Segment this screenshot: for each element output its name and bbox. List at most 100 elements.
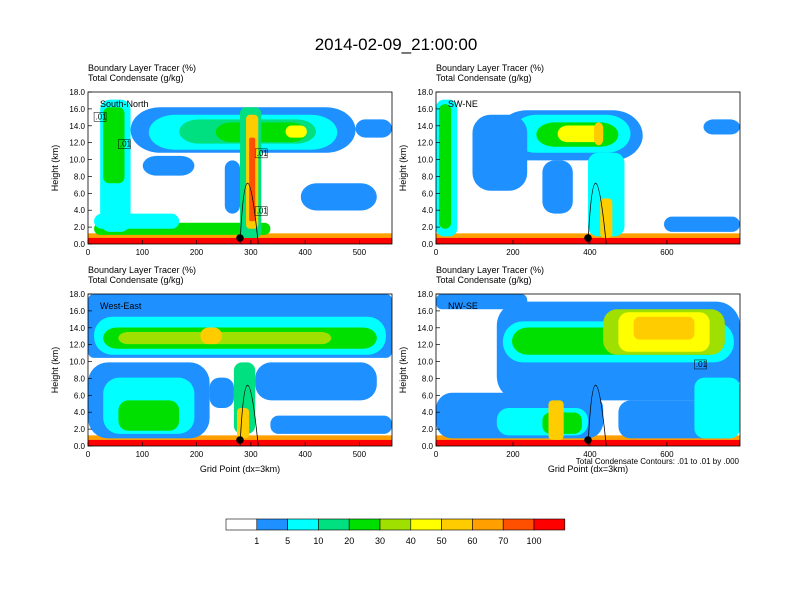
colorbar-label: 1 [254,536,259,546]
contour-label-box [254,148,268,159]
y-axis-label: Height (km) [50,347,60,394]
condensate-contour [239,385,259,446]
colorbar-label: 10 [313,536,323,546]
x-tick-label: 300 [244,248,258,257]
tracer-region [224,160,240,214]
x-tick-label: 100 [136,450,150,459]
panel-frame [435,91,741,245]
y-tick-label: 6.0 [422,189,434,198]
panel-label: West-East [100,301,142,311]
y-tick-label: 6.0 [74,189,86,198]
y-tick-label: 8.0 [422,172,434,181]
colorbar-swatch [379,518,412,531]
tracer-region [694,377,740,439]
y-tick-label: 16.0 [69,105,85,114]
contour-label: .01 [696,360,708,369]
y-tick-label: 4.0 [422,408,434,417]
colorbar-swatch [533,518,566,531]
tracer-region [285,125,307,138]
tracer-region [118,400,180,431]
tracer-field [88,294,392,446]
panel-header-tracer: Boundary Layer Tracer (%) [436,265,544,275]
panel-south-north: Boundary Layer Tracer (%)Total Condensat… [50,63,393,257]
panel-header-condensate: Total Condensate (g/kg) [436,73,532,83]
x-tick-label: 400 [583,248,597,257]
panel-label: NW-SE [448,301,478,311]
y-tick-label: 10.0 [69,358,85,367]
x-tick-label: 300 [244,450,258,459]
colorbar-label: 20 [344,536,354,546]
tracer-region [588,152,625,237]
x-tick-label: 0 [86,450,91,459]
tracer-field [436,92,740,244]
tracer-region [542,160,573,214]
y-tick-label: 12.0 [417,341,433,350]
tracer-region [209,377,234,408]
contour-label-box [254,206,268,216]
y-tick-label: 8.0 [74,172,86,181]
panel-sw-ne: Boundary Layer Tracer (%)Total Condensat… [398,63,741,257]
y-tick-label: 18.0 [417,290,433,299]
tracer-region [355,119,392,138]
y-tick-label: 10.0 [69,156,85,165]
y-tick-label: 8.0 [74,374,86,383]
panel-header-tracer: Boundary Layer Tracer (%) [436,63,544,73]
tracer-field [88,92,392,244]
tracer-region [664,216,740,232]
y-tick-label: 0.0 [74,442,86,451]
y-tick-label: 2.0 [74,425,86,434]
x-tick-label: 200 [506,450,520,459]
tracer-region [118,332,332,345]
tracer-region [249,137,256,222]
y-tick-label: 6.0 [74,391,86,400]
colorbar-label: 40 [406,536,416,546]
condensate-contour [587,385,607,446]
colorbar-swatch [318,518,350,531]
panels: Boundary Layer Tracer (%)Total Condensat… [50,63,741,474]
y-tick-label: 12.0 [69,341,85,350]
y-axis-label: Height (km) [398,347,408,394]
y-tick-label: 12.0 [69,139,85,148]
x-tick-label: 200 [190,248,204,257]
y-tick-label: 14.0 [69,122,85,131]
y-tick-label: 18.0 [69,290,85,299]
contour-label: .01 [96,112,108,121]
panel-nw-se: Boundary Layer Tracer (%)Total Condensat… [398,265,741,474]
panel-header-condensate: Total Condensate (g/kg) [88,275,184,285]
location-marker [236,234,244,242]
tracer-region [600,198,613,238]
condensate-contour [239,183,259,244]
colorbar-label: 100 [526,536,541,546]
tracer-region [236,408,250,439]
contour-label: .01 [120,140,132,149]
panel-label: SW-NE [448,99,478,109]
location-marker [584,234,592,242]
y-tick-label: 0.0 [74,240,86,249]
panel-frame [87,91,393,245]
x-tick-label: 400 [298,248,312,257]
panel-header-condensate: Total Condensate (g/kg) [436,275,532,285]
y-tick-label: 16.0 [417,105,433,114]
location-marker [584,436,592,444]
x-tick-label: 600 [660,248,674,257]
colorbar-label: 50 [437,536,447,546]
colorbar-label: 70 [498,536,508,546]
y-tick-label: 12.0 [417,139,433,148]
x-tick-label: 200 [506,248,520,257]
colorbar-swatch [348,518,381,531]
contour-label: .01 [257,207,269,216]
x-tick-label: 500 [353,248,367,257]
y-tick-label: 14.0 [417,122,433,131]
colorbar-swatch [410,518,442,531]
panel-header-tracer: Boundary Layer Tracer (%) [88,63,196,73]
contour-label-box [93,112,107,122]
colorbar-label: 5 [285,536,290,546]
tracer-region [300,183,377,211]
panel-frame [435,293,741,447]
y-tick-label: 16.0 [69,307,85,316]
tracer-region [200,327,222,345]
x-axis-label: Grid Point (dx=3km) [200,464,280,474]
y-tick-label: 4.0 [74,408,86,417]
y-tick-label: 10.0 [417,358,433,367]
